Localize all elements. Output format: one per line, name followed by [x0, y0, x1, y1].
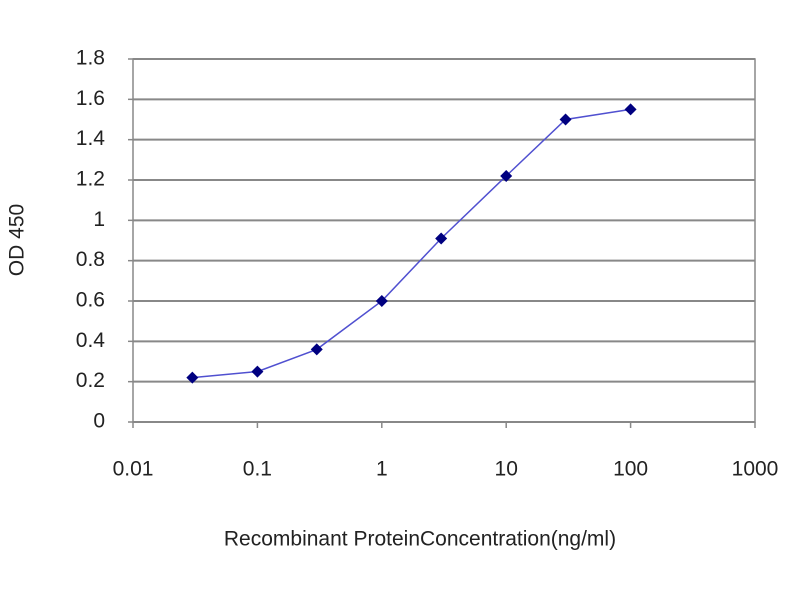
y-tick-label: 0.2: [76, 369, 105, 392]
y-tick-label: 1.8: [76, 47, 105, 70]
y-tick-label: 1: [93, 208, 105, 231]
x-tick-label: 1: [376, 458, 388, 481]
x-axis-label: Recombinant ProteinConcentration(ng/ml): [224, 528, 616, 551]
y-tick-label: 1.2: [76, 168, 105, 191]
data-point: [310, 343, 323, 356]
x-tick-label: 1000: [732, 458, 779, 481]
y-axis-label: OD 450: [6, 204, 29, 276]
x-tick-label: 100: [613, 458, 648, 481]
x-tick-label: 0.1: [243, 458, 272, 481]
x-tick-label: 0.01: [113, 458, 154, 481]
data-point: [624, 103, 637, 116]
data-point: [500, 169, 513, 182]
series-line: [192, 108, 631, 379]
y-tick-label: 0.4: [76, 329, 106, 352]
data-point: [186, 371, 199, 384]
y-tick-label: 1.6: [76, 87, 105, 110]
y-tick-label: 0: [93, 410, 105, 433]
data-point: [435, 232, 448, 245]
y-tick-label: 1.4: [76, 127, 106, 150]
data-point: [375, 295, 388, 307]
data-point: [251, 365, 264, 378]
y-tick-label: 0.6: [76, 289, 105, 312]
y-tick-label: 0.8: [76, 248, 105, 271]
data-point: [559, 113, 572, 126]
x-tick-label: 10: [495, 458, 518, 481]
